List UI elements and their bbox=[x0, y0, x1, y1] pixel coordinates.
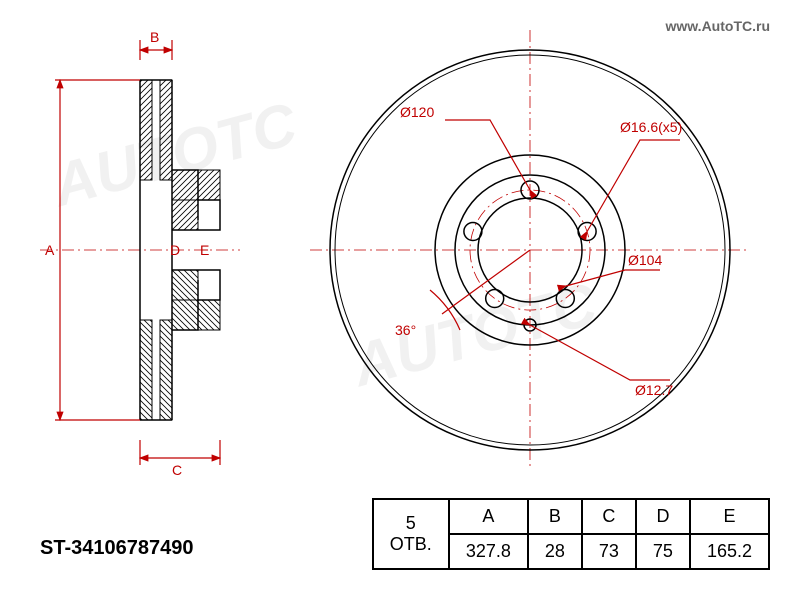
table-hdr: B bbox=[528, 499, 582, 534]
dim-b-label: B bbox=[150, 29, 159, 45]
table-cell: 165.2 bbox=[690, 534, 769, 569]
table-cell: 73 bbox=[582, 534, 636, 569]
dim-e-label: E bbox=[200, 242, 209, 258]
ann-locator: Ø12.7 bbox=[635, 382, 673, 398]
table-rowlabel: 5OTB. bbox=[373, 499, 449, 569]
ann-bolt-circle: Ø120 bbox=[400, 104, 434, 120]
dim-d-label: D bbox=[170, 242, 180, 258]
table-row: 5OTB. A B C D E bbox=[373, 499, 769, 534]
table-cell: 28 bbox=[528, 534, 582, 569]
table-cell: 327.8 bbox=[449, 534, 528, 569]
section-view: A B C D E bbox=[40, 29, 240, 478]
part-number: ST-34106787490 bbox=[40, 537, 193, 560]
ann-angle: 36° bbox=[395, 322, 416, 338]
table-cell: 75 bbox=[636, 534, 690, 569]
ann-hub-bore: Ø104 bbox=[628, 252, 662, 268]
ann-bolt-hole: Ø16.6(x5) bbox=[620, 119, 682, 135]
dim-c-label: C bbox=[172, 462, 182, 478]
table-hdr: E bbox=[690, 499, 769, 534]
table-hdr: D bbox=[636, 499, 690, 534]
spec-table: 5OTB. A B C D E 327.8 28 73 75 165.2 bbox=[372, 498, 770, 570]
table-hdr: C bbox=[582, 499, 636, 534]
face-view: Ø120 Ø16.6(x5) Ø104 Ø12.7 36° bbox=[310, 30, 750, 470]
table-hdr: A bbox=[449, 499, 528, 534]
dim-a-label: A bbox=[45, 242, 55, 258]
